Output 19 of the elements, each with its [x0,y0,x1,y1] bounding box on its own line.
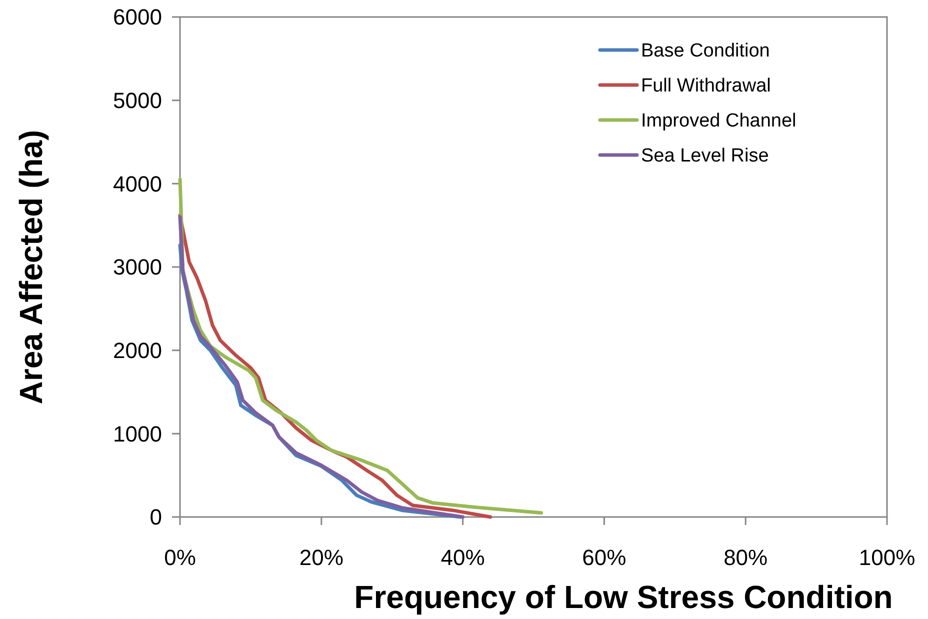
x-tick-label: 40% [440,545,485,570]
legend-label: Full Withdrawal [641,76,771,97]
y-tick-label: 5000 [113,88,162,114]
y-tick-label: 0 [150,504,162,530]
y-tick-label: 4000 [113,171,162,196]
y-tick-label: 3000 [113,254,162,280]
x-tick-label: 0% [164,545,196,570]
x-tick-label: 60% [582,545,626,570]
legend-label: Improved Channel [641,110,796,132]
legend-label: Base Condition [641,40,770,62]
legend-label: Sea Level Rise [641,146,769,167]
y-tick-label: 1000 [113,421,162,446]
y-tick-label: 2000 [113,338,162,364]
x-tick-label: 20% [299,545,344,570]
x-tick-label: 100% [858,545,916,570]
y-tick-label: 6000 [113,4,162,30]
x-axis-title: Frequency of Low Stress Condition [354,579,893,615]
x-tick-label: 80% [724,545,768,570]
y-axis-title: Area Affected (ha) [13,130,49,404]
